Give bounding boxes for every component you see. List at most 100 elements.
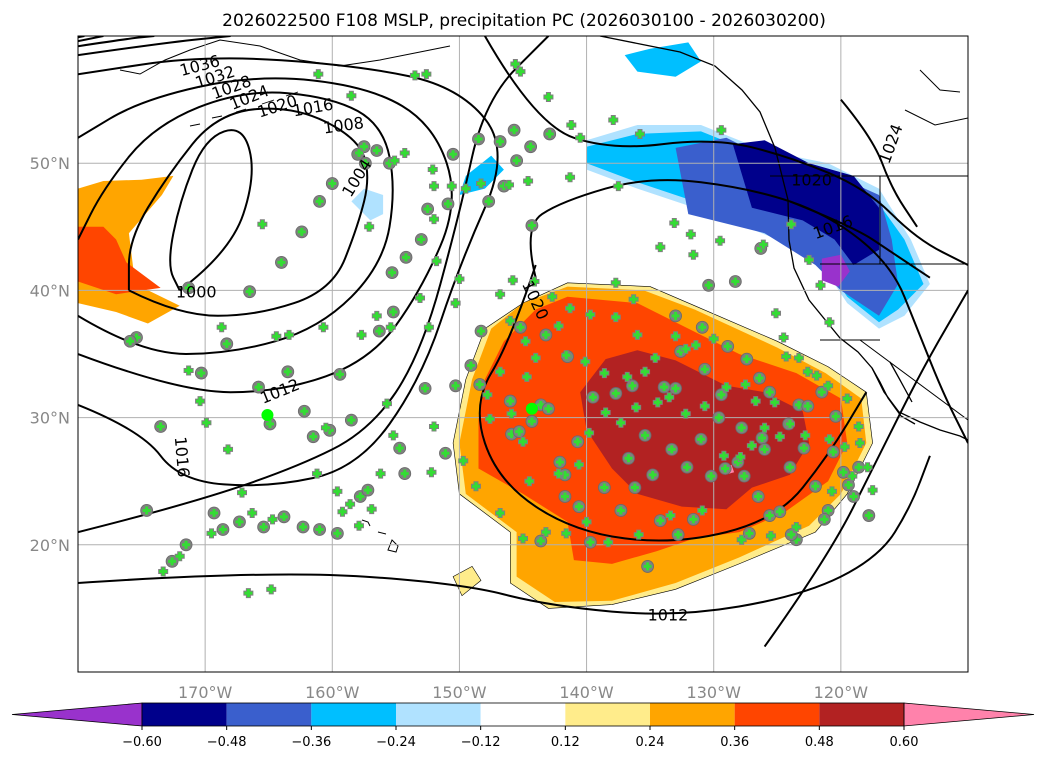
- station-circle-plus: [786, 463, 794, 472]
- station-circle-plus: [689, 515, 698, 524]
- station-circle-plus: [560, 492, 569, 501]
- station-circle-plus: [512, 156, 521, 165]
- isobar-1016: [78, 57, 499, 487]
- isobar-label: 1016: [171, 436, 193, 478]
- station-circle-plus: [803, 402, 812, 411]
- station-plus: [635, 129, 644, 138]
- colorbar-tick-label: 0.60: [890, 735, 919, 750]
- station-circle-plus: [300, 407, 309, 416]
- station-plus: [722, 383, 731, 392]
- precip-region: [351, 188, 384, 221]
- station-circle-plus: [674, 530, 683, 539]
- station-plus: [430, 215, 438, 224]
- station-plus: [751, 397, 760, 406]
- station-plus: [848, 472, 857, 481]
- isobar-label: 1000: [176, 282, 217, 301]
- station-circle-plus: [671, 384, 680, 393]
- station-plus: [770, 398, 779, 407]
- station-plus: [611, 313, 620, 322]
- station-circle-plus: [441, 449, 450, 458]
- isobar-1012: [78, 455, 931, 615]
- station-plus: [354, 149, 363, 158]
- station-circle-plus: [624, 454, 633, 463]
- station-circle-plus: [667, 445, 676, 454]
- station-plus: [521, 337, 530, 346]
- colorbar-segment: [396, 703, 481, 726]
- coastline-aleutians: [189, 91, 299, 127]
- colorbar-extend-min: [11, 702, 143, 727]
- station-circle-plus: [573, 437, 582, 446]
- station-plus: [346, 500, 355, 509]
- station-circle-plus: [245, 287, 254, 296]
- station-plus: [554, 469, 563, 478]
- station-circle-plus: [126, 337, 135, 346]
- station-circle-plus: [197, 369, 206, 378]
- station-plus: [825, 318, 834, 327]
- station-plus: [670, 218, 679, 227]
- station-circle-plus: [820, 515, 829, 524]
- isobar-1000: [169, 129, 253, 292]
- station-plus: [471, 482, 480, 491]
- station-plus: [365, 222, 374, 231]
- station-plus: [357, 330, 366, 339]
- station-plus: [544, 93, 553, 102]
- station-circle-plus: [347, 416, 356, 425]
- station-plus: [562, 529, 571, 538]
- station-circle-plus: [402, 253, 411, 262]
- station-plus: [562, 351, 571, 360]
- isobar-1028: [78, 36, 155, 48]
- station-circle-plus: [641, 431, 650, 440]
- station-circle-plus: [574, 502, 583, 511]
- station-plus: [709, 334, 718, 343]
- station-plus: [585, 428, 594, 437]
- coastline-layer: [119, 36, 968, 553]
- colorbar-segment: [819, 703, 904, 726]
- station-circle-plus: [527, 221, 536, 230]
- colorbar-tick-label: 0.12: [551, 735, 580, 750]
- station-circle-plus: [421, 384, 430, 393]
- station-circle-plus: [731, 277, 740, 286]
- station-circle-plus: [611, 389, 620, 398]
- station-circle-plus: [315, 525, 324, 534]
- isobar-label: 1020: [791, 171, 832, 190]
- station-circle-plus: [854, 463, 863, 472]
- station-plus: [554, 322, 563, 331]
- station-plus: [485, 414, 494, 423]
- station-circle-plus: [484, 197, 493, 206]
- isobar-1020: [78, 36, 550, 534]
- station-dot: [525, 402, 538, 415]
- station-plus: [736, 453, 745, 462]
- station-plus: [238, 488, 247, 497]
- station-circle-plus: [259, 522, 268, 531]
- station-plus: [686, 230, 695, 239]
- isobar-1016: [789, 200, 931, 279]
- station-circle-plus: [630, 483, 639, 492]
- station-plus: [656, 243, 665, 252]
- station-circle-plus: [697, 435, 705, 444]
- station-plus: [600, 369, 609, 378]
- station-circle-plus: [541, 330, 550, 339]
- station-circle-plus: [475, 380, 484, 389]
- station-plus: [566, 173, 575, 182]
- station-circle-plus: [849, 492, 858, 501]
- colorbar-tick-label: −0.60: [122, 735, 162, 750]
- station-plus: [382, 399, 391, 408]
- station-plus: [601, 408, 610, 417]
- station-circle-plus: [526, 142, 535, 151]
- station-plus: [567, 121, 576, 130]
- station-plus: [840, 442, 849, 451]
- station-circle-plus: [698, 323, 707, 332]
- station-plus: [805, 255, 814, 264]
- station-plus: [451, 299, 460, 308]
- station-plus: [321, 423, 330, 432]
- station-plus: [400, 149, 409, 158]
- station-plus: [422, 70, 431, 79]
- colorbar-tick-label: 0.36: [720, 735, 749, 750]
- station-plus: [609, 115, 618, 124]
- station-plus: [766, 531, 775, 540]
- station-plus: [313, 469, 322, 478]
- station-plus: [632, 403, 641, 412]
- station-plus: [519, 437, 527, 446]
- station-plus: [855, 439, 864, 448]
- station-circle-plus: [168, 557, 177, 566]
